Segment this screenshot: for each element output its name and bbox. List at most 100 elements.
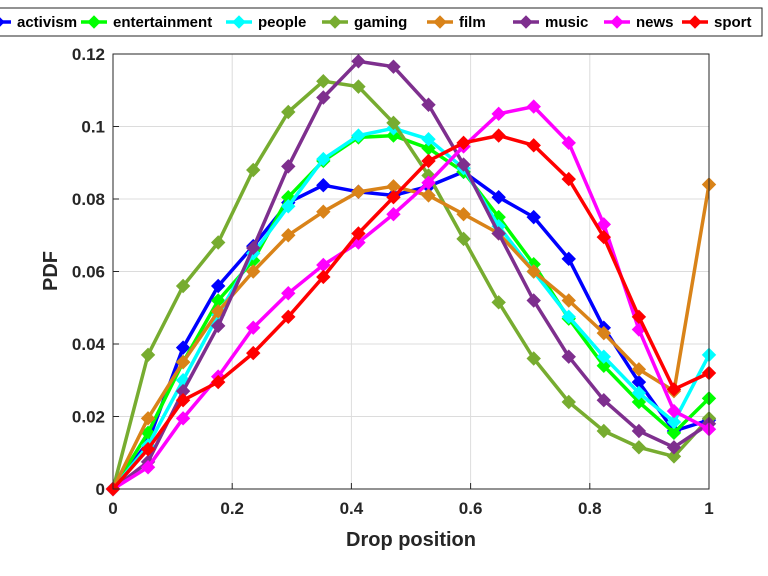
series-people [105, 121, 717, 497]
data-point-gaming [386, 115, 401, 131]
legend-entry-film: film [427, 14, 486, 31]
data-point-gaming [281, 104, 296, 120]
plot-frame [112, 53, 710, 490]
data-point-sport [386, 189, 401, 205]
data-point-people [316, 151, 331, 167]
x-tick-label: 0.4 [340, 499, 364, 518]
data-point-gaming [210, 235, 226, 250]
data-point-news [561, 135, 576, 151]
legend-marker [232, 15, 246, 29]
data-point-film [281, 228, 296, 243]
data-point-sport [491, 128, 506, 143]
data-point-news [246, 320, 261, 335]
data-point-sport [666, 382, 682, 397]
data-point-music [386, 59, 401, 74]
data-point-people [561, 309, 576, 325]
data-point-activism [526, 209, 541, 225]
data-point-entertainment [666, 425, 682, 441]
data-point-news [666, 403, 682, 419]
data-point-entertainment [631, 394, 647, 410]
data-point-music [596, 392, 612, 408]
series-layer [105, 54, 717, 497]
legend-label: film [459, 14, 486, 31]
data-point-music [210, 318, 226, 334]
data-point-gaming [526, 351, 541, 366]
y-tick-label: 0.02 [72, 408, 105, 427]
data-point-film [316, 204, 331, 219]
data-point-film [175, 354, 191, 370]
data-point-news [140, 460, 156, 475]
y-tick-label: 0 [96, 480, 105, 499]
legend-label: music [545, 14, 588, 31]
data-point-film [526, 264, 541, 279]
legend: activism entertainment people gaming film mus… [0, 7, 763, 37]
y-tick-label: 0.04 [72, 335, 106, 354]
legend-label: sport [714, 14, 752, 31]
legend-entry-entertainment: entertainment [81, 14, 212, 31]
data-point-film [351, 184, 366, 199]
data-point-news [491, 106, 506, 122]
legend-entry-news: news [604, 14, 674, 31]
data-point-gaming [666, 449, 682, 464]
data-point-gaming [596, 423, 612, 439]
series-line-film [111, 184, 711, 490]
legend-marker [610, 15, 624, 29]
data-point-music [421, 97, 436, 112]
data-point-people [666, 414, 682, 430]
data-point-people [421, 131, 436, 147]
data-point-film [631, 362, 647, 377]
legend-marker [0, 17, 5, 27]
data-point-gaming [246, 162, 261, 178]
series-line-music [111, 59, 710, 491]
data-point-sport [456, 135, 471, 151]
data-point-gaming [561, 394, 576, 410]
data-point-gaming [316, 73, 331, 89]
data-point-sport [246, 345, 261, 361]
x-tick-label: 0.8 [578, 499, 602, 518]
x-tick-label: 0.2 [220, 499, 244, 518]
data-point-news [281, 286, 296, 301]
x-tick-label: 0 [108, 499, 117, 518]
data-point-news [386, 207, 401, 222]
data-point-gaming [491, 295, 506, 310]
data-point-sport [175, 392, 191, 408]
data-point-music [631, 423, 647, 439]
data-point-gaming [140, 347, 156, 363]
legend-entry-sport: sport [682, 14, 752, 31]
data-point-news [526, 99, 541, 114]
data-point-people [596, 349, 612, 364]
data-point-sport [210, 374, 226, 390]
data-point-gaming [631, 440, 647, 455]
data-point-music [456, 157, 471, 172]
data-point-film [140, 411, 156, 426]
data-point-film [421, 188, 436, 203]
data-point-music [351, 54, 366, 69]
data-point-activism [210, 278, 226, 294]
data-point-news [175, 411, 191, 426]
legend-label: people [258, 14, 306, 31]
x-tick-label: 0.6 [459, 499, 483, 518]
legend-box [0, 7, 763, 37]
legend-marker [328, 15, 342, 29]
data-point-people [351, 128, 366, 143]
legend-entry-gaming: gaming [322, 14, 407, 31]
data-point-sport [316, 269, 331, 285]
legend-marker [688, 15, 702, 29]
data-point-gaming [175, 278, 191, 294]
y-axis-label: PDF [40, 251, 62, 291]
data-point-music [281, 159, 296, 174]
data-point-people [281, 199, 296, 214]
data-point-sport [281, 309, 296, 325]
data-point-music [491, 226, 506, 241]
series-line-gaming [111, 79, 711, 490]
data-point-sport [561, 171, 576, 187]
data-point-sport [526, 138, 541, 153]
legend-marker [519, 15, 533, 29]
data-point-sport [140, 441, 156, 457]
data-point-film [246, 264, 261, 279]
data-point-gaming [351, 79, 366, 94]
data-point-people [631, 385, 647, 401]
legend-marker [87, 15, 101, 29]
x-tick-labels: 0 0.2 0.4 0.6 0.8 1 [108, 499, 713, 518]
